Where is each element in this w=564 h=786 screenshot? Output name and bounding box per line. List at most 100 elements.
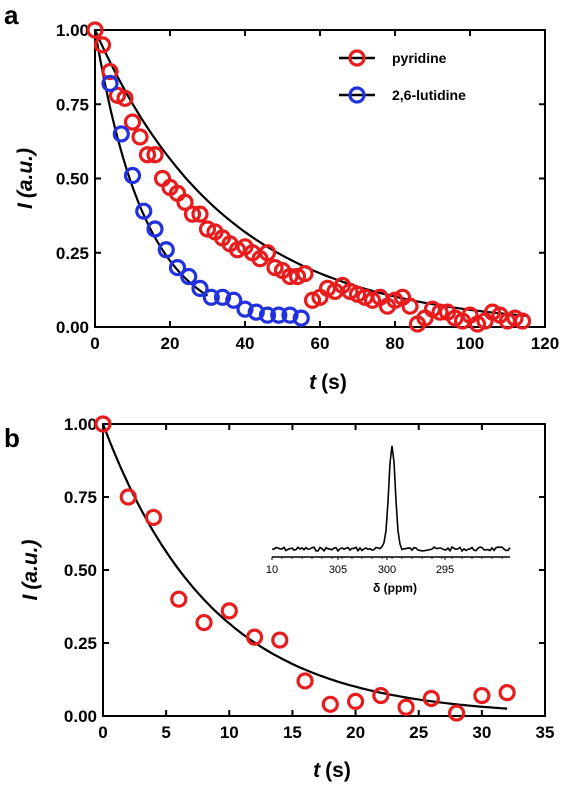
x-tick-label: 0: [90, 334, 99, 353]
data-point-series-1: [346, 692, 365, 711]
data-point-series-1: [176, 193, 194, 211]
y-axis-unit: (a.u.): [14, 148, 37, 198]
data-point-series-1: [258, 244, 277, 262]
y-tick-label: 0.00: [64, 707, 97, 726]
panel-b-letter: b: [4, 423, 20, 453]
panel-a: a 0 20 40 60 80 100 120 0.00 0.25 0.50 0.75 1.00 t (s…: [4, 0, 559, 394]
x-tick-label: 35: [536, 723, 555, 742]
data-point-series-1: [271, 631, 289, 649]
data-point-series-1: [138, 146, 157, 164]
data-point-series-2: [292, 309, 310, 327]
inset-x-label: δ (ppm): [373, 581, 417, 595]
data-point-series-1: [431, 303, 449, 321]
x-axis-var: t: [309, 371, 317, 394]
legend-label: 2,6-lutidine: [392, 87, 466, 103]
data-point-series-1: [397, 698, 415, 716]
data-point-series-1: [191, 205, 209, 223]
data-point-series-2: [112, 125, 130, 143]
data-point-series-1: [146, 146, 164, 164]
data-point-series-1: [422, 689, 440, 708]
legend-marker: [348, 86, 366, 104]
data-point-series-1: [513, 312, 532, 330]
data-point-series-2: [101, 74, 119, 93]
panel-b: b 0 5 10 15 20 25 30 35 0.00 0.25 0.50 0.75 1.00 t (s)…: [4, 415, 554, 782]
data-point-series-2: [146, 220, 164, 238]
x-tick-label: 80: [386, 334, 405, 353]
inset-tick-label: 10: [266, 564, 278, 576]
y-axis-unit: (a.u.): [19, 539, 42, 589]
data-point-series-2: [270, 306, 288, 324]
inset-spectrum-line: [271, 445, 511, 553]
y-tick-label: 0.75: [56, 95, 89, 114]
data-point-series-2: [258, 306, 277, 324]
data-point-series-1: [93, 36, 112, 54]
data-point-series-2: [123, 166, 142, 185]
legend-marker: [348, 49, 366, 67]
data-point-series-1: [183, 205, 202, 223]
data-point-series-1: [101, 62, 119, 81]
data-point-series-2: [213, 288, 232, 306]
y-axis-label: I (a.u.): [14, 148, 37, 209]
x-tick-label: 20: [346, 723, 365, 742]
y-tick-label: 0.00: [56, 318, 89, 337]
y-tick-label: 0.50: [56, 170, 89, 189]
data-point-series-1: [116, 89, 134, 107]
data-point-series-1: [131, 128, 149, 146]
fit-curve-1: [93, 29, 209, 297]
data-point-series-1: [245, 628, 264, 646]
inset-tick-label: 300: [378, 564, 396, 576]
data-point-series-1: [448, 704, 466, 722]
x-tick-label: 20: [161, 334, 180, 353]
x-tick-label: 120: [531, 334, 559, 353]
legend-label: pyridine: [392, 50, 447, 66]
data-point-series-2: [247, 303, 265, 321]
data-point-series-2: [202, 288, 220, 306]
data-point-series-2: [157, 241, 175, 259]
fit-curve-0: [101, 423, 508, 710]
data-point-series-1: [498, 684, 516, 702]
inset-tick-label: 305: [329, 564, 347, 576]
data-point-series-2: [225, 291, 243, 309]
x-axis-label: t (s): [309, 371, 347, 394]
panel-a-letter: a: [4, 0, 19, 30]
x-axis-var: t: [313, 759, 321, 782]
data-point-series-1: [473, 686, 491, 705]
x-axis-label: t (s): [313, 759, 351, 782]
y-tick-label: 0.25: [56, 244, 89, 263]
data-point-series-1: [401, 297, 419, 315]
data-point-series-2: [168, 259, 187, 277]
x-tick-label: 15: [283, 723, 302, 742]
y-tick-label: 0.25: [64, 634, 97, 653]
data-point-series-2: [180, 267, 198, 286]
data-point-series-1: [220, 602, 238, 620]
data-point-series-1: [372, 686, 390, 705]
x-tick-label: 10: [220, 723, 239, 742]
data-point-series-1: [119, 488, 137, 506]
data-point-series-2: [281, 306, 299, 324]
plot-frame: [94, 29, 546, 328]
data-point-series-1: [296, 672, 314, 690]
x-axis-unit: (s): [321, 371, 347, 394]
data-point-series-1: [321, 695, 339, 713]
y-tick-label: 1.00: [64, 415, 97, 434]
y-tick-label: 0.75: [64, 488, 97, 507]
y-tick-label: 1.00: [56, 21, 89, 40]
x-tick-label: 0: [98, 723, 107, 742]
y-tick-label: 0.50: [64, 561, 97, 580]
data-point-series-1: [144, 508, 163, 527]
y-axis-var: I: [14, 202, 37, 209]
x-tick-label: 40: [236, 334, 255, 353]
data-point-series-1: [170, 590, 188, 608]
data-point-series-1: [195, 613, 213, 632]
data-point-series-2: [236, 300, 254, 318]
data-point-series-1: [94, 415, 112, 433]
inset-tick-label: 295: [436, 564, 454, 576]
x-tick-label: 5: [161, 723, 170, 742]
plot-frame: [102, 423, 546, 717]
data-point-series-1: [123, 113, 142, 131]
y-axis-var: I: [19, 594, 42, 601]
data-point-series-2: [191, 279, 209, 297]
data-point-series-1: [86, 21, 104, 39]
y-axis-label: I (a.u.): [19, 539, 42, 600]
